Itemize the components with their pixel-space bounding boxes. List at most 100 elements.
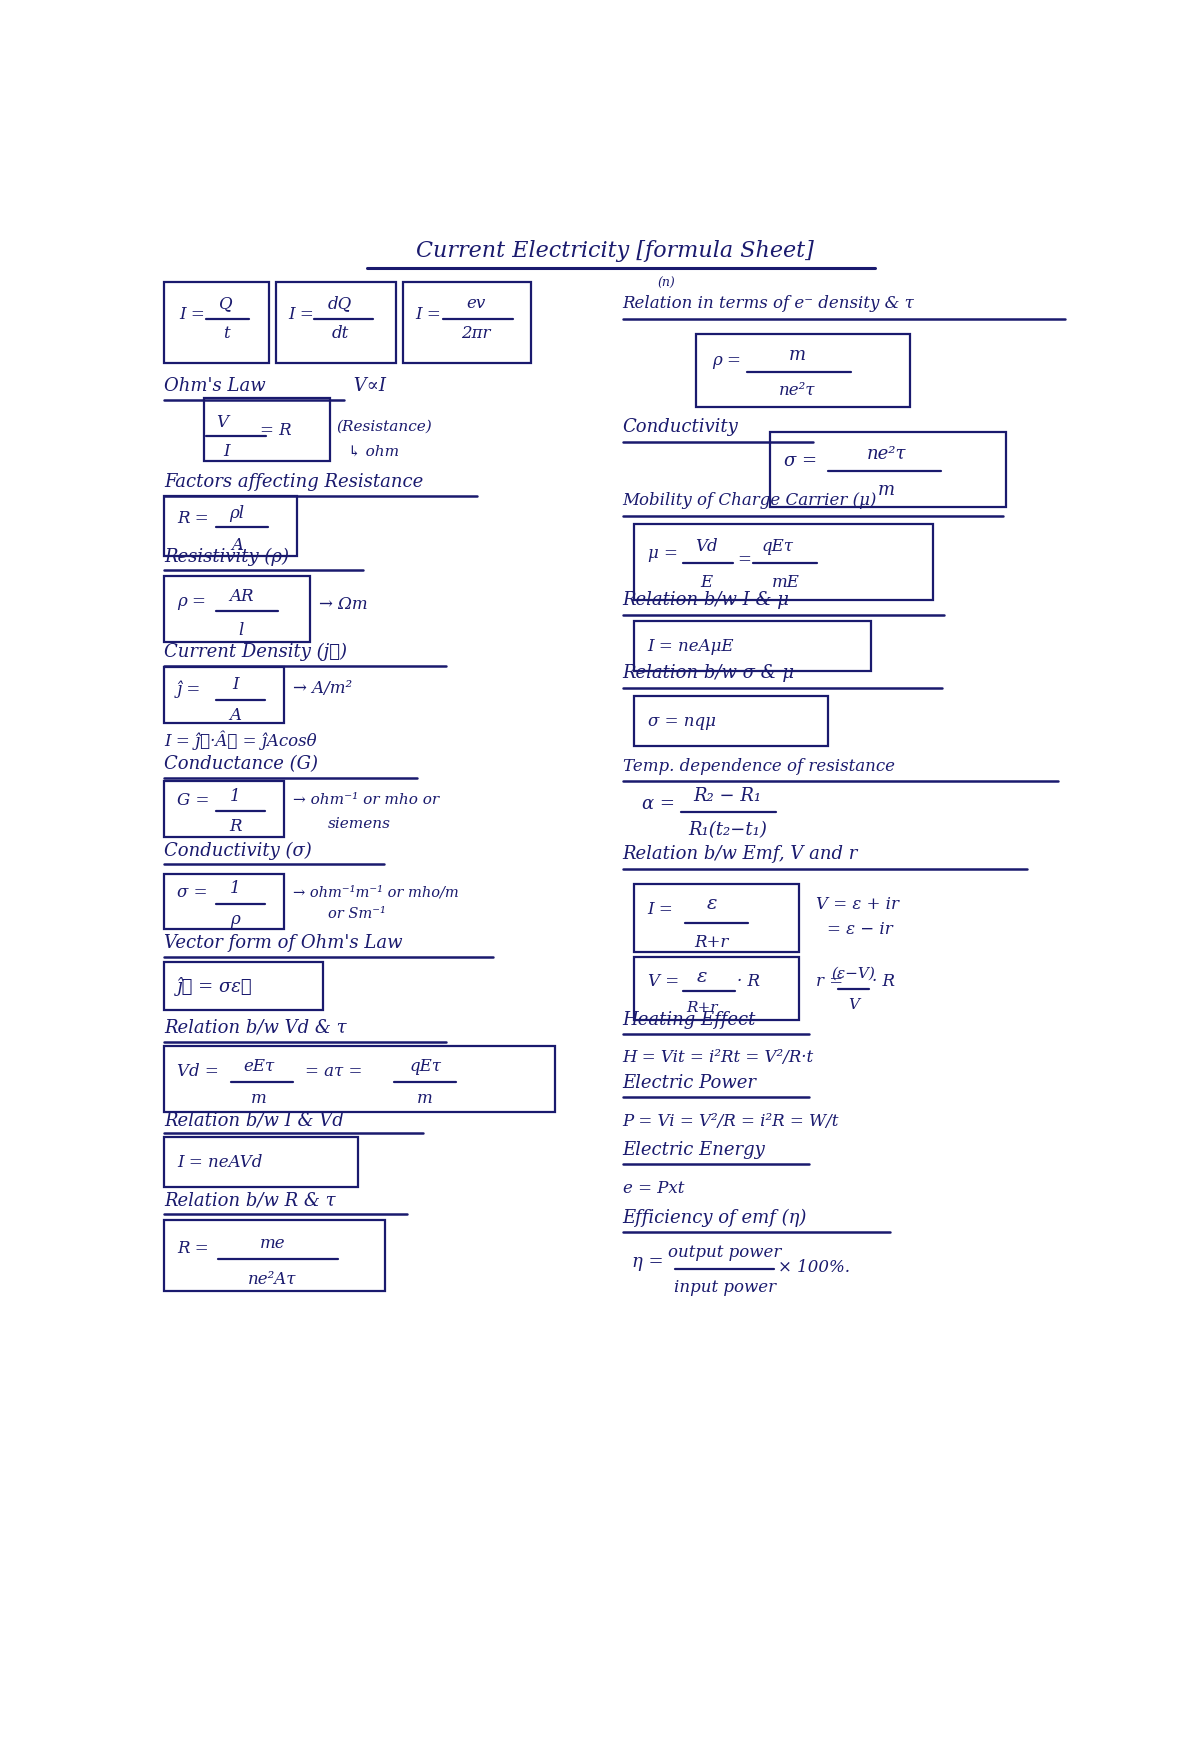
Text: σ = nqμ: σ = nqμ: [648, 712, 715, 729]
Text: R: R: [229, 818, 241, 835]
Bar: [696, 333, 910, 407]
Bar: [635, 885, 799, 951]
Text: V: V: [848, 997, 859, 1011]
Bar: [164, 781, 284, 837]
Text: α =: α =: [642, 795, 676, 814]
Text: Current Electricity [formula Sheet]: Current Electricity [formula Sheet]: [416, 240, 814, 263]
Text: (Resistance): (Resistance): [336, 419, 432, 433]
Text: m: m: [418, 1091, 433, 1107]
Text: Vector form of Ohm's Law: Vector form of Ohm's Law: [164, 934, 402, 951]
Text: Relation b/w R & τ: Relation b/w R & τ: [164, 1191, 336, 1209]
Text: μ =: μ =: [648, 544, 678, 562]
Text: Relation b/w I & μ: Relation b/w I & μ: [623, 592, 790, 610]
Text: Heating Effect: Heating Effect: [623, 1011, 756, 1029]
Text: Conductance (G): Conductance (G): [164, 756, 318, 774]
Text: Current Density (j⃗): Current Density (j⃗): [164, 643, 347, 661]
Text: I = ĵ⃗·Â⃗ = ĵAcosθ: I = ĵ⃗·Â⃗ = ĵAcosθ: [164, 731, 317, 751]
Text: V = ε + ir: V = ε + ir: [816, 895, 900, 913]
Text: (ε−V): (ε−V): [832, 967, 876, 981]
Text: m: m: [877, 481, 895, 499]
Text: ρ =: ρ =: [178, 594, 211, 610]
Text: ρ: ρ: [230, 911, 240, 927]
Text: H = Vit = i²Rt = V²/R·t: H = Vit = i²Rt = V²/R·t: [623, 1048, 814, 1066]
Bar: [635, 620, 871, 671]
Text: Vd =: Vd =: [178, 1062, 218, 1080]
Text: m: m: [788, 347, 805, 365]
Text: ne²Aτ: ne²Aτ: [248, 1270, 296, 1288]
Text: Relation b/w Vd & τ: Relation b/w Vd & τ: [164, 1018, 347, 1036]
Bar: [164, 1136, 358, 1188]
Text: mE: mE: [772, 574, 799, 590]
Bar: [164, 668, 284, 722]
Text: η =: η =: [632, 1253, 664, 1272]
Text: ĵ =: ĵ =: [178, 680, 202, 698]
Text: R₂ − R₁: R₂ − R₁: [694, 788, 762, 805]
Text: E: E: [701, 574, 713, 590]
Text: ρl: ρl: [229, 504, 245, 522]
Bar: [276, 282, 396, 363]
Text: eEτ: eEτ: [242, 1057, 274, 1075]
Text: dQ: dQ: [328, 296, 352, 312]
Text: I: I: [223, 444, 230, 460]
Text: AR: AR: [229, 589, 253, 604]
Bar: [164, 1219, 385, 1292]
Bar: [770, 432, 1007, 507]
Text: (n): (n): [658, 277, 676, 291]
Text: Mobility of Charge Carrier (μ): Mobility of Charge Carrier (μ): [623, 492, 877, 509]
Bar: [204, 398, 330, 462]
Text: → ohm⁻¹m⁻¹ or mho/m: → ohm⁻¹m⁻¹ or mho/m: [293, 885, 460, 899]
Bar: [164, 1047, 556, 1112]
Text: R =: R =: [178, 1240, 209, 1256]
Bar: [164, 495, 298, 555]
Text: A: A: [229, 707, 241, 724]
Text: r =: r =: [816, 973, 848, 990]
Text: l: l: [239, 622, 244, 640]
Text: =: =: [738, 552, 751, 567]
Text: ev: ev: [466, 296, 485, 312]
Text: = R: = R: [260, 421, 292, 439]
Text: m: m: [251, 1091, 266, 1107]
Text: Ohm's Law: Ohm's Law: [164, 377, 265, 395]
Text: I =: I =: [648, 902, 673, 918]
Text: I: I: [232, 675, 239, 692]
Text: 1: 1: [230, 788, 240, 805]
Text: → A/m²: → A/m²: [293, 680, 353, 698]
Text: V: V: [216, 414, 228, 432]
Text: Conductivity: Conductivity: [623, 418, 738, 435]
Text: × 100%.: × 100%.: [778, 1260, 850, 1276]
Text: me: me: [259, 1235, 286, 1251]
Text: P = Vi = V²/R = i²R = W/t: P = Vi = V²/R = i²R = W/t: [623, 1114, 839, 1129]
Text: V∝I: V∝I: [348, 377, 385, 395]
Bar: [164, 962, 323, 1010]
Text: ĵ⃗ = σε⃗: ĵ⃗ = σε⃗: [178, 976, 253, 996]
Text: R+r: R+r: [695, 934, 730, 951]
Bar: [164, 576, 310, 641]
Text: Temp. dependence of resistance: Temp. dependence of resistance: [623, 758, 895, 775]
Text: siemens: siemens: [329, 816, 391, 830]
Text: = ε − ir: = ε − ir: [827, 920, 893, 937]
Text: t: t: [223, 326, 229, 342]
Bar: [164, 874, 284, 929]
Text: ne²τ: ne²τ: [779, 382, 815, 398]
Text: or Sm⁻¹: or Sm⁻¹: [329, 907, 386, 922]
Text: Electric Power: Electric Power: [623, 1075, 757, 1092]
Bar: [403, 282, 530, 363]
Text: Electric Energy: Electric Energy: [623, 1142, 766, 1159]
Text: 1: 1: [230, 879, 240, 897]
Text: qEτ: qEτ: [409, 1057, 442, 1075]
Text: = aτ =: = aτ =: [305, 1062, 362, 1080]
Text: Vd: Vd: [695, 537, 718, 555]
Text: dt: dt: [331, 326, 348, 342]
Text: Relation b/w σ & μ: Relation b/w σ & μ: [623, 664, 794, 682]
Text: Efficiency of emf (η): Efficiency of emf (η): [623, 1209, 808, 1226]
Text: I = neAμE: I = neAμE: [648, 638, 734, 655]
Text: e = Pxt: e = Pxt: [623, 1181, 684, 1196]
Text: R =: R =: [178, 511, 214, 527]
Text: · R: · R: [738, 973, 761, 990]
Text: input power: input power: [674, 1279, 776, 1295]
Text: Resistivity (ρ): Resistivity (ρ): [164, 548, 289, 566]
Text: Q: Q: [220, 296, 233, 312]
Text: I =: I =: [288, 307, 319, 322]
Text: V =: V =: [648, 973, 679, 990]
Text: ↳ ohm: ↳ ohm: [348, 444, 398, 458]
